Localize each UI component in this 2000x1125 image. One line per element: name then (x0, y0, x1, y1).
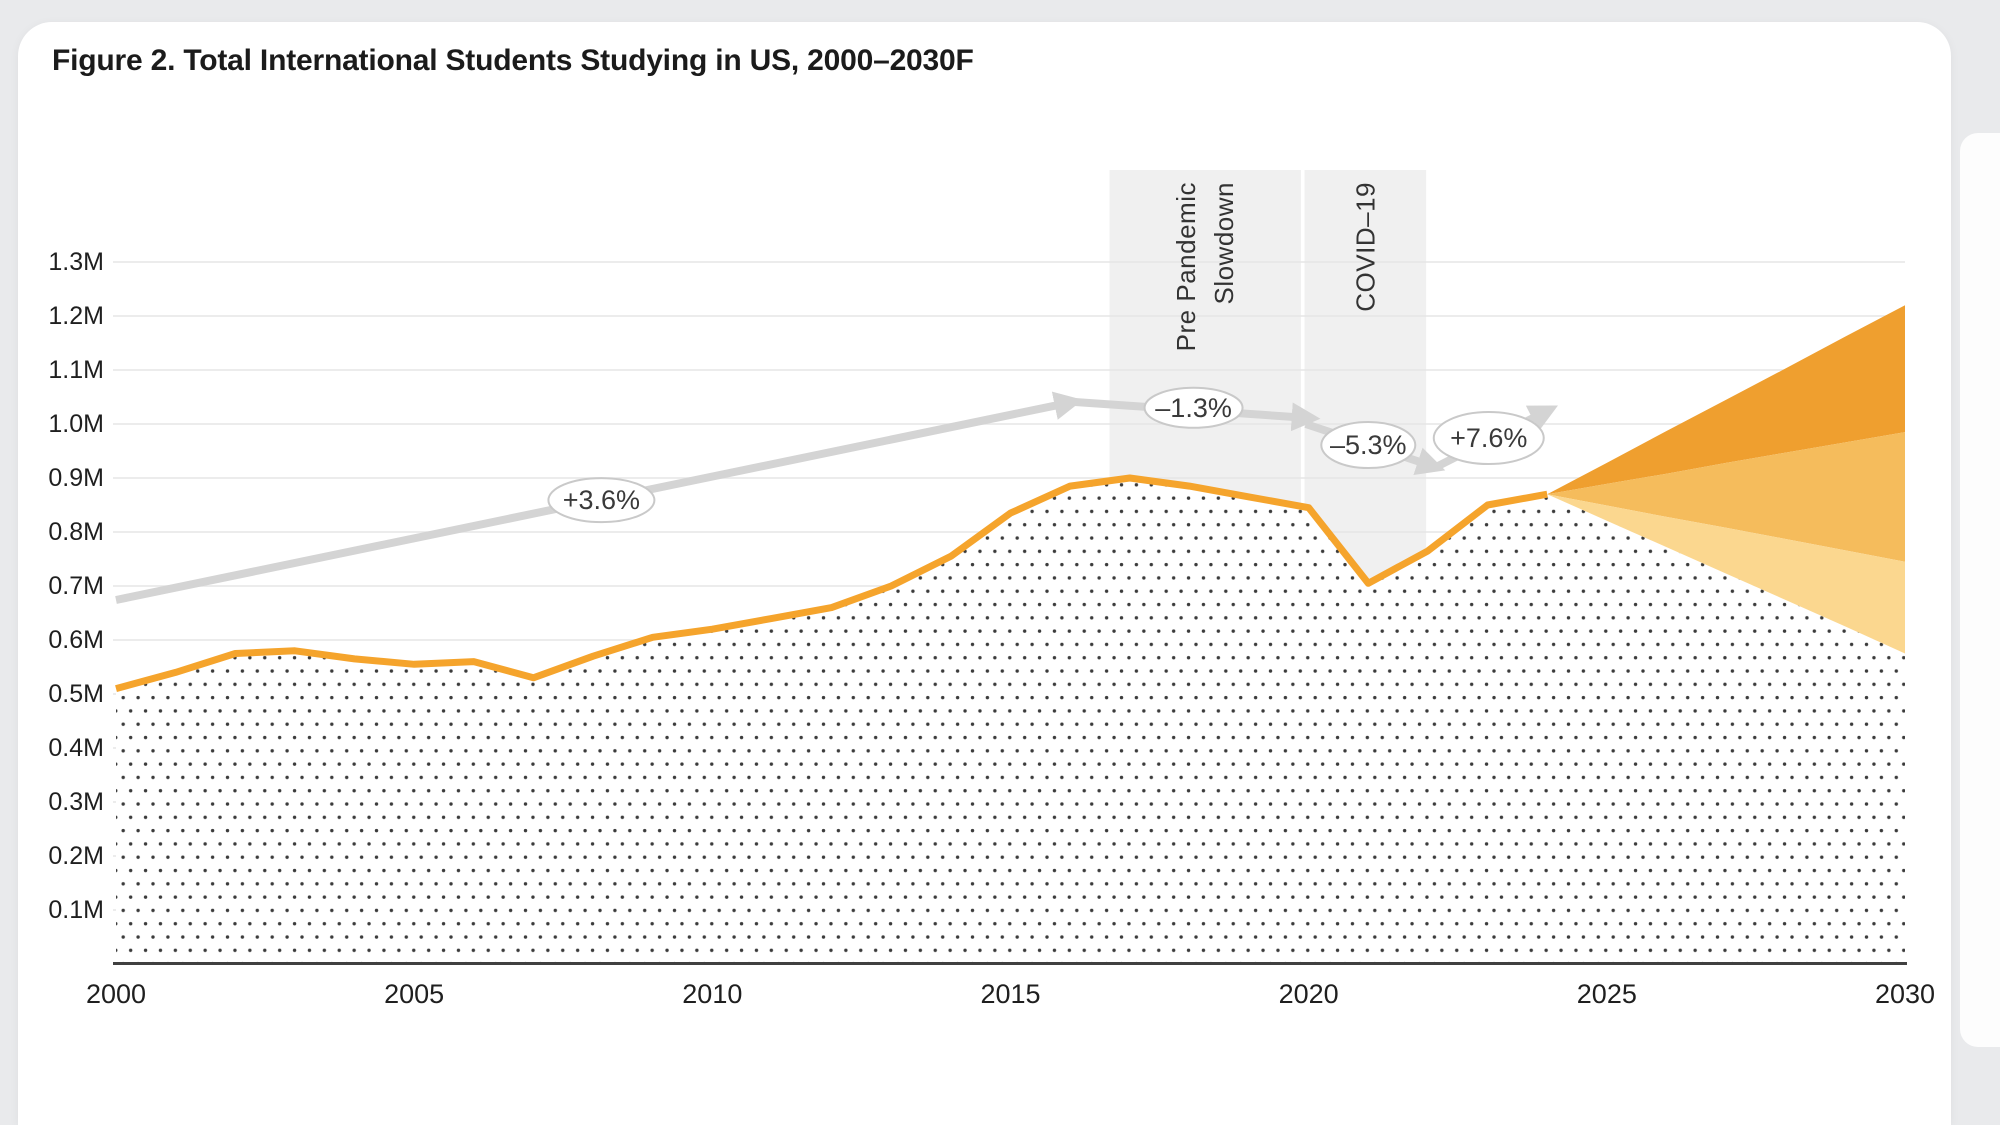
y-tick-label: 1.0M (48, 410, 104, 438)
x-tick-label: 2025 (1577, 979, 1637, 1009)
growth-rate-label: –1.3% (1155, 393, 1232, 423)
actual-area-dots (116, 478, 1905, 964)
y-tick-label: 0.9M (48, 464, 104, 492)
y-tick-label: 0.5M (48, 680, 104, 708)
fan-high-band (1547, 305, 1905, 495)
x-tick-label: 2000 (86, 979, 146, 1009)
event-band-labels: Pre Pandemic Slowdown COVID–19 (1171, 182, 1380, 351)
growth-rate-oval (547, 477, 656, 524)
growth-rate-label: –5.3% (1330, 430, 1407, 460)
x-tick-label: 2005 (384, 979, 444, 1009)
event-band-label: COVID–19 (1350, 182, 1380, 312)
y-tick-label: 1.3M (48, 248, 104, 276)
y-tick-label: 1.2M (48, 302, 104, 330)
y-tick-label: 0.7M (48, 572, 104, 600)
event-band-label: Slowdown (1209, 182, 1239, 305)
fan-low-band (1547, 494, 1905, 654)
growth-rate-oval (1143, 386, 1244, 429)
x-tick-label: 2010 (682, 979, 742, 1009)
next-card-sliver (1960, 133, 2000, 1047)
x-tick-label: 2020 (1279, 979, 1339, 1009)
x-axis-labels: 2000 2005 2010 2015 2020 2025 2030 (86, 979, 1935, 1009)
y-tick-label: 0.4M (48, 734, 104, 762)
y-tick-label: 0.8M (48, 518, 104, 546)
y-axis-labels: 0.1M 0.2M 0.3M 0.4M 0.5M 0.6M 0.7M 0.8M 0.9M 1.0M… (48, 248, 104, 924)
fan-mid-band (1547, 432, 1905, 562)
y-tick-label: 0.3M (48, 788, 104, 816)
x-tick-label: 2030 (1875, 979, 1935, 1009)
growth-rate-oval (1320, 421, 1417, 470)
y-tick-label: 0.1M (48, 896, 104, 924)
growth-rate-oval (1432, 411, 1545, 466)
y-tick-label: 0.2M (48, 842, 104, 870)
chart-title: Figure 2. Total International Students S… (52, 44, 974, 77)
trend-arrows: +3.6% –1.3% –5.3% +7.6% (115, 386, 1558, 604)
event-band-label: Pre Pandemic (1171, 182, 1201, 351)
actual-line (115, 474, 1548, 692)
actual-area (116, 478, 1905, 964)
growth-rate-label: +3.6% (563, 485, 640, 515)
forecast-fan (1547, 305, 1905, 654)
y-tick-label: 1.1M (48, 356, 104, 384)
x-tick-label: 2015 (980, 979, 1040, 1009)
y-tick-label: 0.6M (48, 626, 104, 654)
growth-rate-label: +7.6% (1450, 423, 1527, 453)
